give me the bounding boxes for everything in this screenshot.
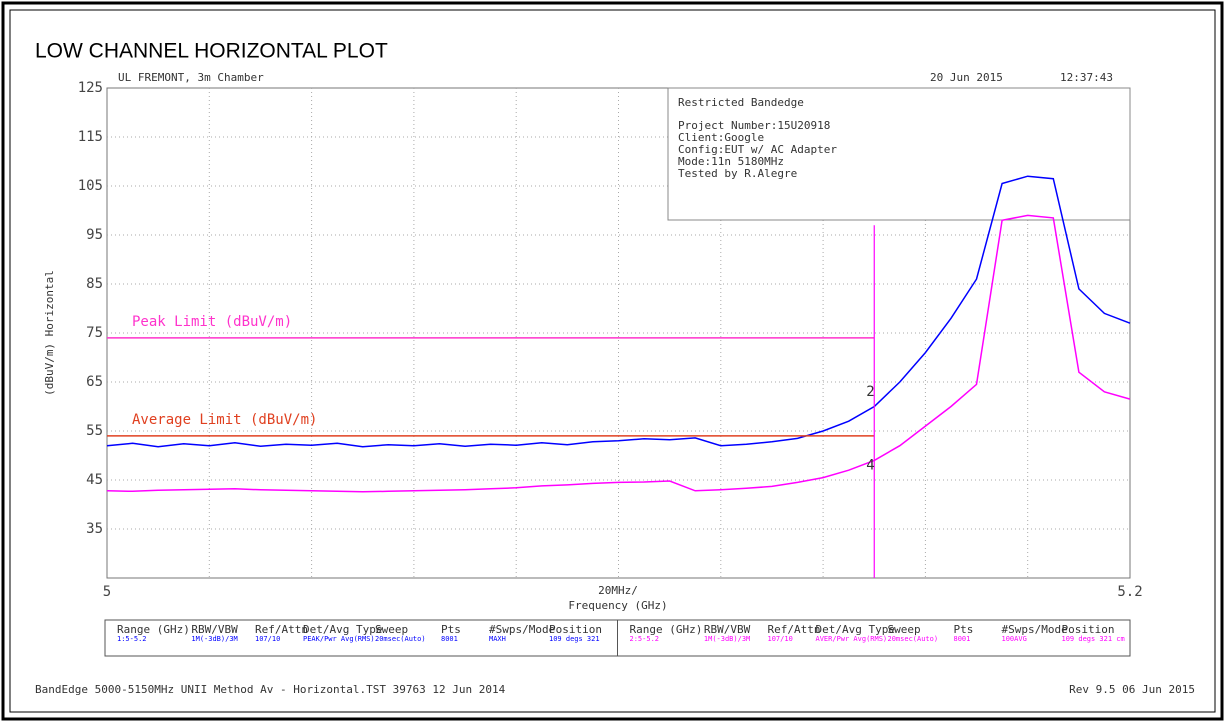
settings-header: Pts <box>954 623 974 636</box>
header-date: 20 Jun 2015 <box>930 71 1003 84</box>
settings-header: Sweep <box>375 623 408 636</box>
settings-header: Ref/Attn <box>768 623 821 636</box>
header-time: 12:37:43 <box>1060 71 1113 84</box>
settings-header: Det/Avg Type <box>816 623 895 636</box>
y-tick-label: 55 <box>86 423 103 439</box>
info-line: Tested by R.Alegre <box>678 167 797 180</box>
marker-label: 2 <box>866 384 874 400</box>
settings-cell: 1:5-5.2 <box>117 635 147 643</box>
footer-left: BandEdge 5000-5150MHz UNII Method Av - H… <box>35 683 506 696</box>
y-tick-label: 45 <box>86 472 103 488</box>
y-tick-label: 85 <box>86 276 103 292</box>
y-tick-label: 105 <box>78 178 103 194</box>
settings-header: Range (GHz) <box>630 623 703 636</box>
marker-label: 4 <box>866 457 874 473</box>
settings-cell: AVER/Pwr Avg(RMS) <box>816 635 888 643</box>
settings-cell: 100AVG <box>1002 635 1027 643</box>
series-line <box>106 175 1131 448</box>
settings-cell: 109 degs 321 cm <box>1062 635 1125 643</box>
settings-cell: 20msec(Auto) <box>375 635 426 643</box>
settings-header: #Swps/Mode <box>489 623 555 636</box>
settings-cell: PEAK/Pwr Avg(RMS) <box>303 635 375 643</box>
limit-label: Peak Limit (dBuV/m) <box>132 314 292 330</box>
info-title: Restricted Bandedge <box>678 96 804 109</box>
settings-cell: 2:5-5.2 <box>630 635 660 643</box>
y-axis-label: (dBuV/m) Horizontal <box>43 270 56 396</box>
settings-cell: 107/10 <box>768 635 793 643</box>
chart-title: LOW CHANNEL HORIZONTAL PLOT <box>35 40 388 63</box>
y-tick-label: 75 <box>86 325 103 341</box>
info-line: Client:Google <box>678 131 764 144</box>
y-tick-label: 125 <box>78 80 103 96</box>
settings-header: Det/Avg Type <box>303 623 382 636</box>
series-line <box>106 214 1131 493</box>
x-axis-label: Frequency (GHz) <box>568 599 667 612</box>
info-line: Project Number:15U20918 <box>678 119 830 132</box>
settings-header: Position <box>1062 623 1115 636</box>
y-tick-label: 115 <box>78 129 103 145</box>
y-tick-label: 65 <box>86 374 103 390</box>
info-line: Config:EUT w/ AC Adapter <box>678 143 837 156</box>
settings-header: RBW/VBW <box>704 623 751 636</box>
settings-cell: 20msec(Auto) <box>888 635 939 643</box>
y-tick-label: 35 <box>86 521 103 537</box>
settings-header: #Swps/Mode <box>1002 623 1068 636</box>
y-tick-label: 95 <box>86 227 103 243</box>
settings-cell: 107/10 <box>255 635 280 643</box>
settings-header: RBW/VBW <box>191 623 238 636</box>
x-tick-label: 5.2 <box>1117 584 1142 600</box>
settings-header: Sweep <box>888 623 921 636</box>
info-line: Mode:11n 5180MHz <box>678 155 784 168</box>
footer-right: Rev 9.5 06 Jun 2015 <box>1069 683 1195 696</box>
settings-header: Range (GHz) <box>117 623 190 636</box>
settings-header: Ref/Attn <box>255 623 308 636</box>
x-span: 20MHz/ <box>598 584 638 597</box>
settings-cell: 8001 <box>954 635 971 643</box>
inner-border <box>9 9 1216 713</box>
settings-header: Position <box>549 623 602 636</box>
settings-cell: 1M(-3dB)/3M <box>191 635 237 643</box>
settings-cell: 1M(-3dB)/3M <box>704 635 750 643</box>
settings-header: Pts <box>441 623 461 636</box>
settings-cell: 8001 <box>441 635 458 643</box>
settings-cell: MAXH <box>489 635 506 643</box>
limit-label: Average Limit (dBuV/m) <box>132 412 317 428</box>
info-box <box>667 87 1131 221</box>
header-left: UL FREMONT, 3m Chamber <box>118 71 264 84</box>
settings-cell: 109 degs 321 <box>549 635 600 643</box>
x-tick-label: 5 <box>103 584 111 600</box>
